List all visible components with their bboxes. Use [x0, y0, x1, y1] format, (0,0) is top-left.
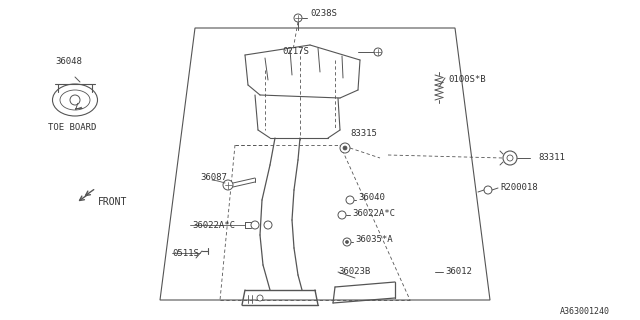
Text: 36012: 36012: [445, 268, 472, 276]
Text: 36048: 36048: [55, 58, 82, 67]
Text: FRONT: FRONT: [98, 197, 127, 207]
Circle shape: [484, 186, 492, 194]
Text: 36022A*C: 36022A*C: [352, 209, 395, 218]
Text: 0511S: 0511S: [172, 249, 199, 258]
Circle shape: [70, 95, 80, 105]
Circle shape: [507, 155, 513, 161]
Circle shape: [374, 48, 382, 56]
Circle shape: [338, 211, 346, 219]
Circle shape: [264, 221, 272, 229]
Text: A363001240: A363001240: [560, 308, 610, 316]
Circle shape: [346, 196, 354, 204]
Text: 36022A*C: 36022A*C: [192, 220, 235, 229]
Circle shape: [340, 143, 350, 153]
Circle shape: [503, 151, 517, 165]
Circle shape: [223, 180, 233, 190]
Text: R200018: R200018: [500, 183, 538, 193]
Circle shape: [346, 241, 349, 244]
Text: 36035*A: 36035*A: [355, 236, 392, 244]
Circle shape: [294, 14, 302, 22]
Circle shape: [257, 295, 263, 301]
Text: 0238S: 0238S: [310, 9, 337, 18]
Text: 36040: 36040: [358, 194, 385, 203]
Text: 0217S: 0217S: [282, 47, 309, 57]
Circle shape: [343, 146, 347, 150]
Circle shape: [343, 238, 351, 246]
Text: 83315: 83315: [350, 129, 377, 138]
Text: TOE BOARD: TOE BOARD: [48, 124, 97, 132]
Circle shape: [251, 221, 259, 229]
Text: 36023B: 36023B: [338, 268, 371, 276]
Text: 0100S*B: 0100S*B: [448, 76, 486, 84]
Text: 36087: 36087: [200, 173, 227, 182]
Text: 83311: 83311: [538, 154, 565, 163]
